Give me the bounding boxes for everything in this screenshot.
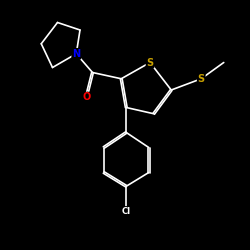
Text: S: S xyxy=(146,58,154,68)
Text: S: S xyxy=(198,74,205,84)
Text: Cl: Cl xyxy=(122,207,131,216)
Text: O: O xyxy=(82,92,90,102)
Text: N: N xyxy=(72,49,80,59)
